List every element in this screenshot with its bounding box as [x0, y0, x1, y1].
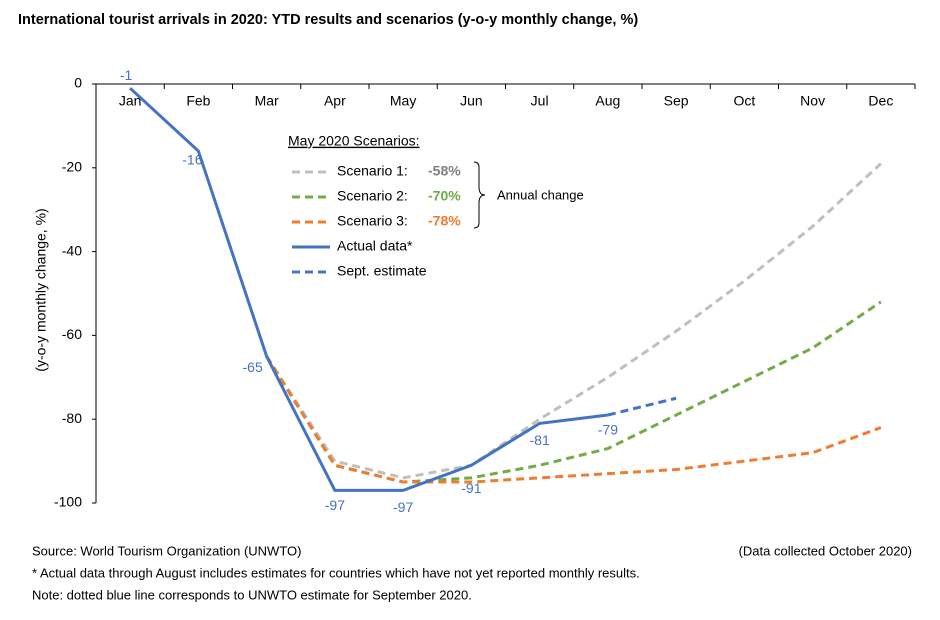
x-tick-label: Jan [119, 93, 142, 109]
series-line [265, 162, 882, 480]
y-tick-label: 0 [74, 75, 82, 91]
x-tick-label: Aug [595, 93, 620, 109]
x-tick-label: Mar [255, 93, 279, 109]
series-line [607, 396, 677, 417]
data-label: -97 [325, 497, 345, 513]
y-tick-label: -100 [54, 494, 82, 510]
data-label: -91 [461, 480, 481, 496]
x-tick-label: Feb [186, 93, 210, 109]
legend-label: Sept. estimate [337, 263, 427, 279]
x-tick-label: Oct [733, 93, 755, 109]
y-tick-label: -20 [62, 159, 82, 175]
legend-label: Actual data* [337, 238, 413, 254]
series-line [265, 355, 882, 484]
legend-label: Scenario 2: [337, 188, 408, 204]
x-tick-label: May [390, 93, 416, 109]
x-tick-label: Sep [664, 93, 689, 109]
legend-bracket [473, 161, 486, 229]
data-label: -81 [530, 432, 550, 448]
data-label: -1 [120, 67, 133, 83]
date-note: (Data collected October 2020) [739, 543, 912, 558]
data-label: -65 [243, 359, 263, 375]
footnote: * Actual data through August includes es… [32, 565, 640, 580]
x-tick-label: Nov [800, 93, 825, 109]
y-tick-label: -40 [62, 242, 82, 258]
x-tick-label: Jul [531, 93, 549, 109]
y-axis-label: (y-o-y monthly change, %) [33, 208, 49, 371]
legend-title: May 2020 Scenarios: [288, 133, 420, 149]
x-tick-label: Jun [460, 93, 483, 109]
source: Source: World Tourism Organization (UNWT… [32, 543, 301, 558]
y-tick-label: -60 [62, 326, 82, 342]
legend-annual-change: -70% [428, 188, 461, 204]
legend-annual-change: -58% [428, 163, 461, 179]
data-label: -16 [182, 152, 202, 168]
x-tick-label: Dec [868, 93, 893, 109]
data-label: -79 [598, 422, 618, 438]
chart-title: International tourist arrivals in 2020: … [18, 12, 638, 28]
legend-label: Scenario 1: [337, 163, 408, 179]
legend-label: Scenario 3: [337, 213, 408, 229]
footnote: Note: dotted blue line corresponds to UN… [32, 587, 472, 602]
x-tick-label: Apr [324, 93, 346, 109]
legend-annual-change: -78% [428, 213, 461, 229]
series-line [129, 87, 609, 492]
annual-change-label: Annual change [497, 187, 584, 202]
data-label: -97 [393, 499, 413, 515]
y-tick-label: -80 [62, 410, 82, 426]
